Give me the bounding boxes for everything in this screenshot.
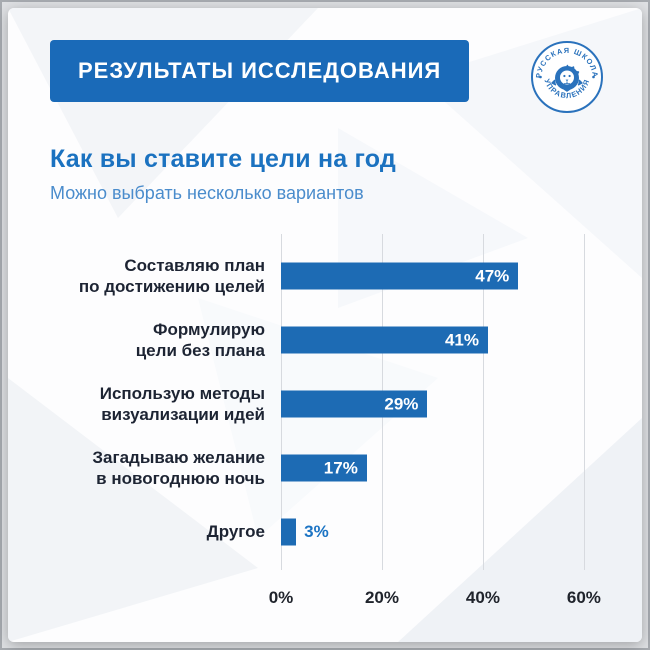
bar-track: 41% <box>281 308 594 372</box>
value-label: 29% <box>384 394 419 413</box>
value-label: 3% <box>304 522 329 541</box>
x-tick-label: 60% <box>566 588 601 607</box>
bar: 41% <box>281 326 488 354</box>
x-tick-label: 20% <box>364 588 399 607</box>
x-tick-label: 0% <box>268 588 294 607</box>
bar: 29% <box>281 390 428 418</box>
bar-row: Загадываю желание в новогоднюю ночь 17% <box>50 436 594 500</box>
bar: 17% <box>281 454 367 482</box>
bar-row: Составляю план по достижению целей 47% <box>50 244 594 308</box>
bar-chart: Составляю план по достижению целей 47% Фор… <box>50 234 601 612</box>
gridline <box>583 234 585 570</box>
bar-row: Другое 3% <box>50 500 594 564</box>
infographic-card: РЕЗУЛЬТАТЫ ИССЛЕДОВАНИЯ РУССКАЯ ШКОЛА УП… <box>8 8 642 642</box>
content: РЕЗУЛЬТАТЫ ИССЛЕДОВАНИЯ РУССКАЯ ШКОЛА УП… <box>8 8 642 612</box>
category-label: Загадываю желание в новогоднюю ночь <box>92 447 265 488</box>
bar-track: 29% <box>281 372 594 436</box>
header: РЕЗУЛЬТАТЫ ИССЛЕДОВАНИЯ РУССКАЯ ШКОЛА УП… <box>8 8 642 119</box>
banner: РЕЗУЛЬТАТЫ ИССЛЕДОВАНИЯ <box>50 40 470 102</box>
lion-icon <box>551 64 583 92</box>
bar-row: Формулирую цели без плана 41% <box>50 308 594 372</box>
bar-track: 17% <box>281 436 594 500</box>
x-tick-label: 40% <box>465 588 500 607</box>
value-label: 47% <box>475 266 510 285</box>
x-axis: 0% 20% 40% 60% <box>269 582 601 612</box>
chart-subtitle: Можно выбрать несколько вариантов <box>50 183 364 203</box>
category-label: Составляю план по достижению целей <box>78 255 265 296</box>
category-label: Использую методы визуализации идей <box>99 383 265 424</box>
chart-title: Как вы ставите цели на год <box>50 145 396 173</box>
value-label: 41% <box>444 330 479 349</box>
bar <box>281 518 297 546</box>
bar-row: Использую методы визуализации идей 29% <box>50 372 594 436</box>
category-label: Другое <box>206 522 265 542</box>
logo-badge: РУССКАЯ ШКОЛА УПРАВЛЕНИЯ <box>530 40 604 119</box>
bar-track: 3% <box>281 500 594 564</box>
category-label: Формулирую цели без плана <box>135 319 265 360</box>
gridline <box>482 234 484 570</box>
banner-title: РЕЗУЛЬТАТЫ ИССЛЕДОВАНИЯ <box>78 58 442 83</box>
bar-rows: Составляю план по достижению целей 47% Фор… <box>50 244 594 564</box>
bar-track: 47% <box>281 244 594 308</box>
bar: 47% <box>281 262 519 290</box>
value-label: 17% <box>323 458 358 477</box>
